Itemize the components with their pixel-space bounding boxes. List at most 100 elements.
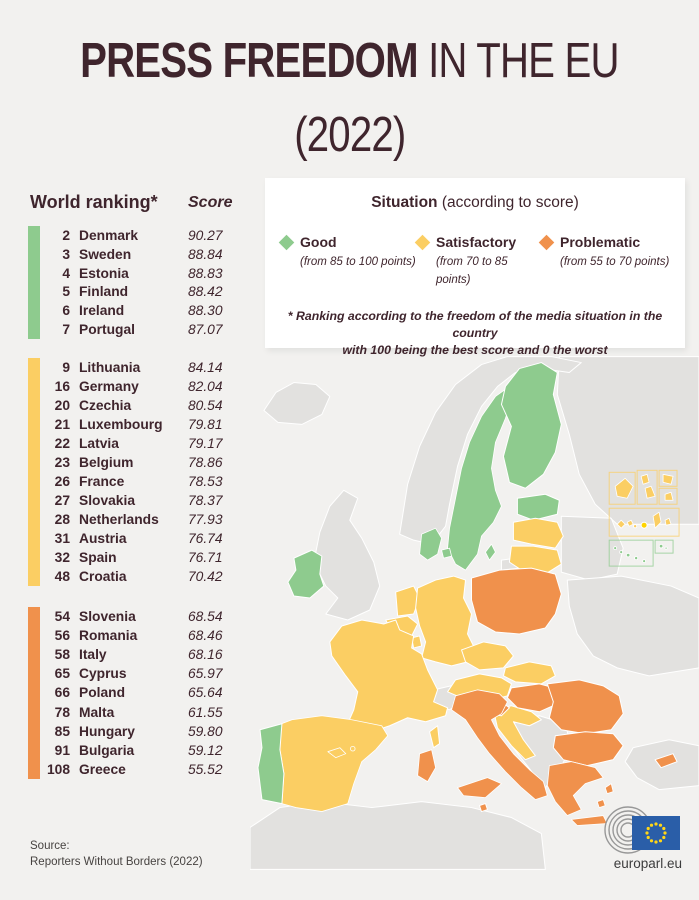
map-country-ireland: [287, 549, 325, 599]
rank-value: 22: [54, 436, 70, 451]
source-value: Reporters Without Borders (2022): [30, 856, 203, 868]
map-country-finland: [500, 362, 562, 489]
map-country-ukraine: [566, 575, 699, 677]
ranking-row: 65 Cyprus 65.97: [40, 664, 223, 683]
ranking-row: 20 Czechia 80.54: [40, 396, 223, 415]
country-name: Malta: [79, 704, 115, 720]
score-value: 80.54: [188, 398, 223, 413]
score-value: 77.93: [188, 512, 223, 527]
title-light: IN THE EU: [417, 34, 619, 88]
satisfactory-diamond-icon: [414, 234, 431, 251]
map-country-latvia: [512, 517, 564, 549]
country-name: Estonia: [79, 265, 129, 281]
inset-box: [636, 469, 658, 505]
map-country-hungary: [506, 683, 562, 713]
map-country-iceland: [263, 382, 331, 425]
map-country-italy: [417, 689, 548, 800]
map-country-united-kingdom: [313, 489, 381, 621]
country-name: Greece: [79, 761, 126, 777]
legend-item-satisfactory: Satisfactory (from 70 to 85 points): [414, 234, 541, 288]
eu-flag: [632, 816, 680, 850]
ep-hemicycle-icon: [604, 806, 680, 854]
ranking-row: 4 Estonia 88.83: [40, 264, 223, 283]
country-name: Slovenia: [79, 609, 136, 625]
inset-box: [608, 507, 680, 537]
country-name: Denmark: [79, 227, 139, 243]
map-country-bulgaria: [552, 731, 624, 767]
rank-value: 48: [54, 569, 70, 584]
rank-value: 4: [62, 265, 70, 281]
footnote-line1: * Ranking according to the freedom of th…: [287, 309, 663, 340]
map-country-slovakia: [502, 661, 556, 685]
rank-value: 56: [54, 628, 70, 644]
ranking-row: 32 Spain 76.71: [40, 548, 223, 567]
score-value: 88.42: [188, 284, 223, 300]
score-value: 70.42: [188, 569, 223, 584]
inset-box: [608, 471, 636, 505]
ranking-row: 31 Austria 76.74: [40, 529, 223, 548]
ranking-row: 78 Malta 61.55: [40, 703, 223, 722]
group-color-bar-satisfactory: [28, 358, 40, 586]
footnote-line2: with 100 being the best score and 0 the …: [342, 343, 608, 357]
rank-value: 20: [54, 398, 70, 413]
legend-items: Good (from 85 to 100 points) Satisfactory…: [278, 234, 685, 288]
rank-value: 9: [62, 360, 70, 375]
map-territory-azores-madeira: [613, 543, 668, 564]
ranking-row: 48 Croatia 70.42: [40, 567, 223, 586]
rank-value: 85: [54, 723, 70, 739]
score-value: 90.27: [188, 227, 223, 243]
country-name: Poland: [79, 685, 125, 701]
rank-value: 91: [54, 742, 70, 758]
legend-range: (from 70 to 85 points): [436, 256, 508, 286]
map-country-corsica: [429, 725, 441, 749]
eu-flag-stars: [645, 822, 667, 844]
ranking-row: 56 Romania 68.46: [40, 626, 223, 645]
map-country-russia: [556, 356, 699, 525]
ranking-row: 108 Greece 55.52: [40, 760, 223, 779]
country-name: Ireland: [79, 303, 125, 319]
country-name: Germany: [79, 379, 139, 394]
inset-box: [658, 469, 678, 487]
website-label: europarl.eu: [613, 856, 682, 871]
score-value: 88.83: [188, 265, 223, 281]
map-country-lithuania: [508, 545, 562, 575]
europe-map-svg: [249, 356, 699, 870]
map-country-belarus: [560, 515, 624, 581]
map-country-croatia: [492, 705, 542, 761]
map-country-estonia: [516, 493, 560, 521]
ranking-header-label: World ranking*: [30, 192, 158, 212]
score-value: 82.04: [188, 379, 223, 394]
ranking-rows-good: 2 Denmark 90.27 3 Sweden 88.84 4 Estonia 88.83 5 F…: [40, 226, 223, 339]
score-value: 76.74: [188, 531, 223, 546]
country-name: Bulgaria: [79, 742, 135, 758]
map-country-poland: [471, 567, 562, 635]
country-name: France: [79, 474, 125, 489]
ranking-footnote: * Ranking according to the freedom of th…: [265, 308, 685, 359]
country-name: Finland: [79, 284, 129, 300]
score-value: 78.53: [188, 474, 223, 489]
score-value: 68.54: [188, 609, 223, 625]
rank-value: 5: [62, 284, 70, 300]
rank-value: 27: [54, 493, 70, 508]
inset-box: [658, 487, 678, 505]
title-line1: PRESS FREEDOM IN THE EU: [80, 30, 619, 92]
ranking-group-problematic: 54 Slovenia 68.54 56 Romania 68.46 58 Italy 68.1…: [28, 607, 223, 779]
score-value: 78.86: [188, 455, 223, 470]
title-bold: PRESS FREEDOM: [80, 34, 418, 88]
ranking-row: 26 France 78.53: [40, 472, 223, 491]
title-year: (2022): [293, 108, 406, 162]
rank-value: 31: [54, 531, 70, 546]
ranking-row: 7 Portugal 87.07: [40, 320, 222, 339]
ranking-row: 91 Bulgaria 59.12: [40, 741, 223, 760]
legend-box: Situation (according to score) Good (from…: [265, 178, 685, 357]
map-territory-canary-highlight: [640, 521, 648, 529]
rank-value: 58: [54, 647, 70, 663]
rank-value: 32: [54, 550, 70, 565]
ranking-rows-satisfactory: 9 Lithuania 84.14 16 Germany 82.04 20 Czechia 80…: [40, 358, 223, 586]
rank-value: 26: [54, 474, 70, 489]
score-value: 59.80: [188, 723, 223, 739]
score-value: 68.46: [188, 628, 223, 644]
country-name: Lithuania: [79, 360, 141, 375]
group-color-bar-problematic: [28, 607, 40, 779]
